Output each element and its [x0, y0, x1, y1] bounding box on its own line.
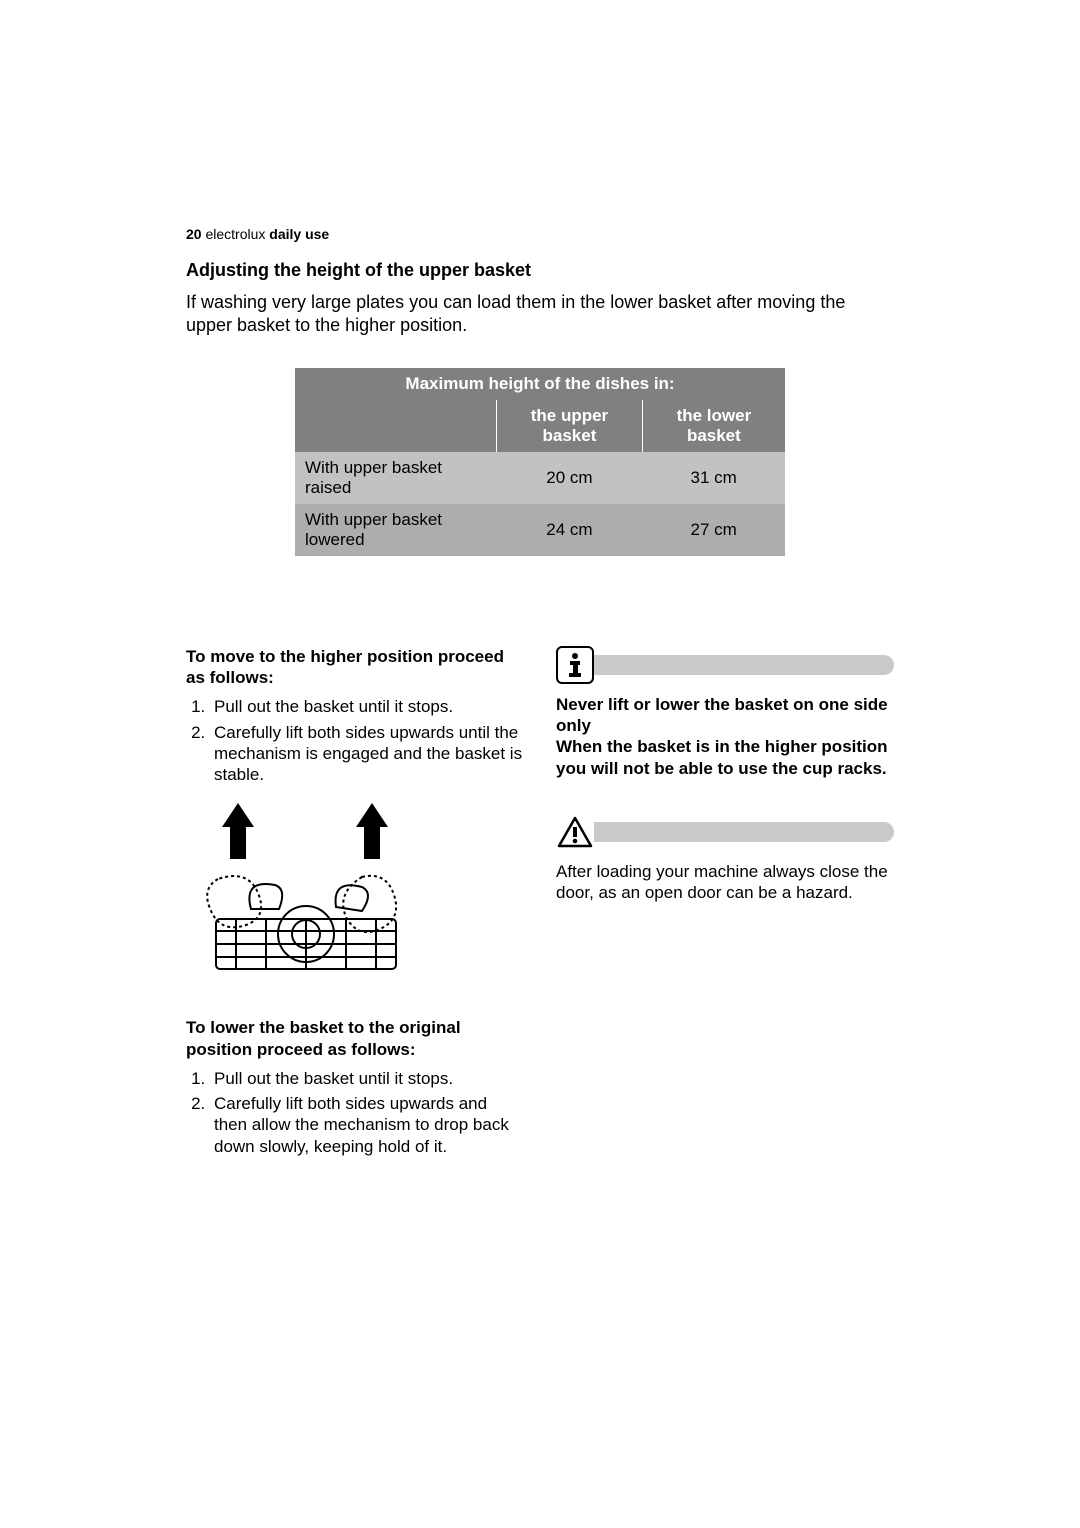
basket-lift-illustration	[186, 799, 426, 999]
header-section: daily use	[269, 226, 329, 242]
brand-text: electrolux	[205, 226, 265, 242]
info-line-2: When the basket is in the higher positio…	[556, 736, 894, 779]
warning-text: After loading your machine always close …	[556, 861, 894, 904]
right-column: Never lift or lower the basket on one si…	[556, 646, 894, 1171]
warning-icon	[556, 813, 594, 851]
section-title: Adjusting the height of the upper basket	[186, 260, 894, 281]
list-item: Pull out the basket until it stops.	[210, 696, 524, 717]
list-item: Carefully lift both sides upwards and th…	[210, 1093, 524, 1157]
table-title: Maximum height of the dishes in:	[295, 368, 785, 400]
intro-text: If washing very large plates you can loa…	[186, 291, 894, 338]
warning-callout: After loading your machine always close …	[556, 813, 894, 904]
col-upper: the upper basket	[497, 400, 643, 452]
page-number: 20	[186, 226, 202, 242]
move-higher-heading: To move to the higher position proceed a…	[186, 646, 524, 689]
move-higher-steps: Pull out the basket until it stops. Care…	[186, 696, 524, 785]
left-column: To move to the higher position proceed a…	[186, 646, 524, 1171]
info-line-1: Never lift or lower the basket on one si…	[556, 694, 894, 737]
table-row: With upper basket raised 20 cm 31 cm	[295, 452, 785, 504]
col-lower: the lower basket	[642, 400, 785, 452]
info-callout: Never lift or lower the basket on one si…	[556, 646, 894, 779]
info-icon	[556, 646, 594, 684]
table-row: With upper basket lowered 24 cm 27 cm	[295, 504, 785, 556]
dish-height-table: Maximum height of the dishes in: the upp…	[295, 368, 785, 556]
col-blank	[295, 400, 497, 452]
list-item: Carefully lift both sides upwards until …	[210, 722, 524, 786]
list-item: Pull out the basket until it stops.	[210, 1068, 524, 1089]
lower-basket-heading: To lower the basket to the original posi…	[186, 1017, 524, 1060]
lower-basket-steps: Pull out the basket until it stops. Care…	[186, 1068, 524, 1157]
page-header: 20 electrolux daily use	[186, 226, 894, 242]
